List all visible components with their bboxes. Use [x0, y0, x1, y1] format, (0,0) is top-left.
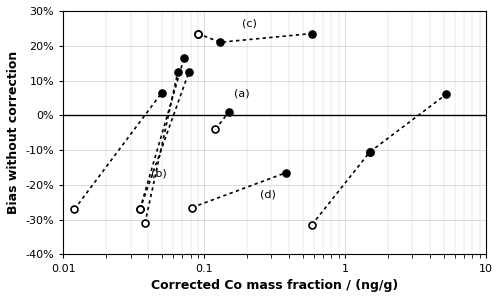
- Text: (c): (c): [242, 19, 256, 29]
- X-axis label: Corrected Co mass fraction / (ng/g): Corrected Co mass fraction / (ng/g): [151, 279, 398, 292]
- Text: (b): (b): [151, 168, 167, 178]
- Y-axis label: Bias without correction: Bias without correction: [7, 51, 20, 214]
- Text: (a): (a): [234, 88, 250, 98]
- Text: (d): (d): [260, 189, 276, 199]
